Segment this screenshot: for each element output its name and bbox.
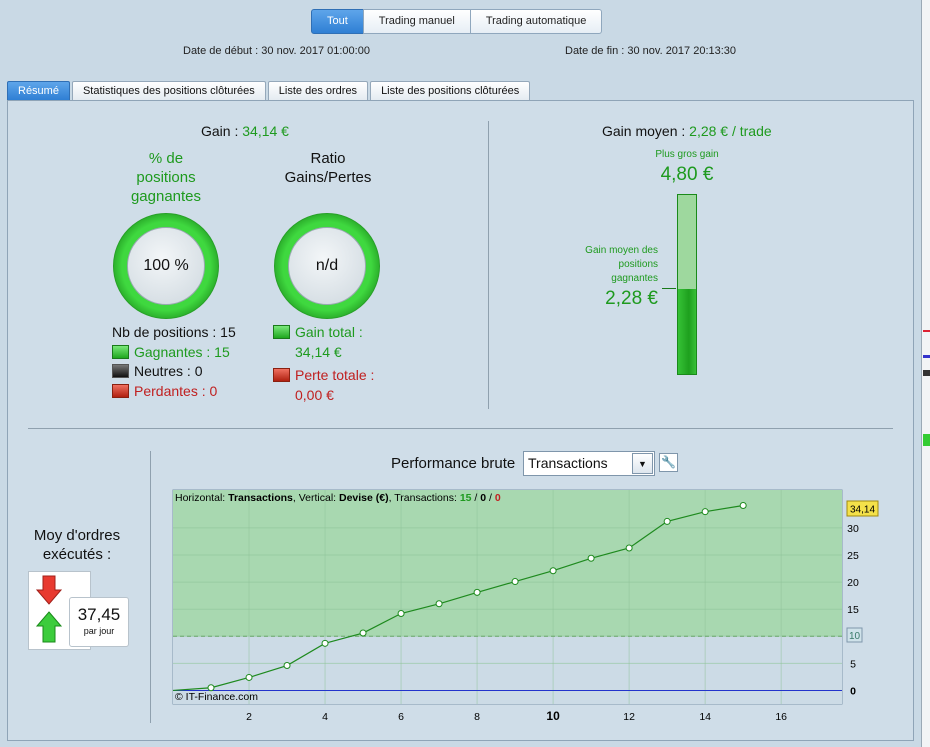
loss-total-label: Perte totale : — [295, 367, 375, 383]
max-gain-value: 4,80 € — [660, 164, 714, 185]
orders-title-line1: Moy d'ordres — [33, 527, 121, 544]
vertical-divider — [488, 121, 489, 409]
black-square-icon — [112, 364, 129, 378]
orders-title: Moy d'ordres exécutés : — [22, 526, 132, 564]
avg-gain-value: 2,28 € / trade — [689, 123, 772, 139]
nb-positions: Nb de positions : 15 — [112, 324, 236, 340]
gain-bar — [677, 194, 697, 375]
losing-count: Perdantes : 0 — [112, 382, 236, 402]
performance-title: Performance brute — [391, 455, 516, 472]
win-pct-value: 100 % — [127, 227, 205, 305]
chevron-down-icon[interactable]: ▼ — [632, 453, 653, 474]
mode-tout-button[interactable]: Tout — [311, 9, 364, 34]
avg-win-value: 2,28 € — [605, 288, 658, 309]
win-pct-title-line2: positions — [136, 169, 196, 186]
wrench-icon[interactable]: 🔧 — [659, 453, 678, 472]
right-edge-strip — [921, 0, 930, 747]
orders-title-line2: exécutés : — [42, 546, 112, 563]
performance-select[interactable]: Transactions ▼ — [523, 451, 655, 476]
totals: Gain total : 34,14 € Perte totale : 0,00… — [273, 323, 374, 405]
gain-heading: Gain : 34,14 € — [201, 123, 289, 139]
mode-switch: Tout Trading manuel Trading automatique — [311, 9, 603, 34]
red-square-icon — [273, 368, 290, 382]
gain-total-value: 34,14 € — [295, 343, 342, 360]
win-pct-title: % de positions gagnantes — [108, 149, 224, 206]
winning-count: Gagnantes : 15 — [112, 343, 236, 363]
tab-closed-positions[interactable]: Liste des positions clôturées — [370, 81, 531, 100]
positions-stats: Nb de positions : 15 Gagnantes : 15 Neut… — [112, 323, 236, 401]
ratio-value: n/d — [288, 227, 366, 305]
tab-resume[interactable]: Résumé — [7, 81, 70, 100]
neutral-label: Neutres : 0 — [134, 363, 203, 379]
gain-value: 34,14 € — [242, 123, 289, 139]
avg-gain-label: Gain moyen : — [602, 123, 690, 139]
gain-bar-fill — [678, 288, 696, 374]
gain-label: Gain : — [201, 123, 243, 139]
orders-per-day-value: 37,45 — [77, 605, 121, 624]
green-square-icon — [112, 344, 129, 359]
bottom-vertical-divider — [150, 451, 151, 723]
red-square-icon — [112, 383, 129, 398]
green-square-icon — [273, 325, 290, 339]
horizontal-divider — [28, 428, 893, 429]
avg-win-line3: gagnantes — [611, 273, 658, 284]
win-pct-gauge: 100 % — [113, 213, 219, 319]
ratio-title-line1: Ratio — [310, 150, 346, 167]
orders-per-day-unit: par jour — [83, 626, 115, 636]
win-pct-title-line3: gagnantes — [130, 188, 202, 205]
avg-gain-heading: Gain moyen : 2,28 € / trade — [602, 123, 772, 139]
start-date: Date de début : 30 nov. 2017 01:00:00 — [183, 45, 370, 57]
ratio-gauge: n/d — [274, 213, 380, 319]
summary-panel: Gain : 34,14 € % de positions gagnantes … — [7, 100, 914, 741]
neutral-count: Neutres : 0 — [112, 362, 236, 382]
performance-select-value: Transactions — [528, 455, 608, 471]
avg-win-label: Gain moyen des positions gagnantes — [548, 244, 658, 286]
win-pct-title-line1: % de — [148, 150, 184, 167]
end-date: Date de fin : 30 nov. 2017 20:13:30 — [565, 45, 737, 57]
avg-win-line2: positions — [618, 259, 658, 270]
ratio-title-line2: Gains/Pertes — [284, 169, 372, 186]
tab-bar: Résumé Statistiques des positions clôtur… — [7, 81, 532, 100]
winning-label: Gagnantes : 15 — [134, 343, 230, 360]
buy-sell-arrows-icon — [35, 575, 63, 643]
max-gain-label: Plus gros gain — [655, 149, 719, 160]
mode-manual-button[interactable]: Trading manuel — [362, 9, 471, 34]
avg-win-line1: Gain moyen des — [585, 245, 658, 256]
mode-auto-button[interactable]: Trading automatique — [469, 9, 603, 34]
avg-marker-arrow — [662, 288, 676, 289]
loss-total-value: 0,00 € — [295, 386, 334, 403]
tab-orders[interactable]: Liste des ordres — [267, 81, 369, 100]
orders-per-day-card: 37,45 par jour — [69, 597, 129, 647]
losing-label: Perdantes : 0 — [134, 382, 218, 399]
gain-total-label: Gain total : — [295, 324, 363, 340]
tab-stats-closed[interactable]: Statistiques des positions clôturées — [71, 81, 266, 100]
ratio-title: Ratio Gains/Pertes — [263, 149, 393, 187]
